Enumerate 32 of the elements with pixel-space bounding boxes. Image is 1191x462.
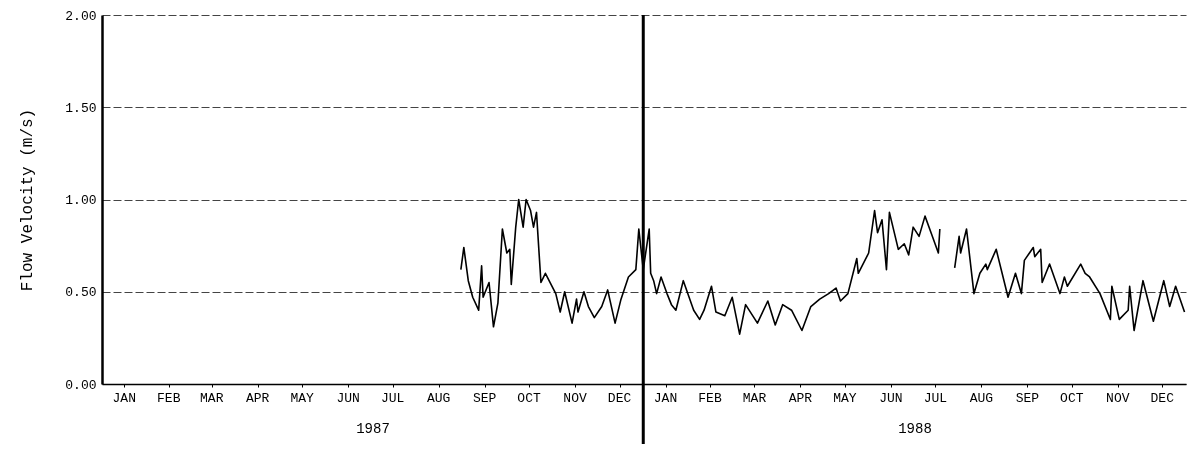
x-tick-label: JAN (653, 391, 678, 406)
y-tick-label: 1.50 (65, 100, 97, 116)
x-tick-label: DEC (607, 391, 632, 406)
x-tick-label: MAR (200, 391, 224, 406)
x-tick-label: MAY (290, 391, 315, 406)
x-tick-label: MAY (833, 391, 857, 406)
x-tick-label: JUL (380, 391, 405, 406)
x-tick-label: JUL (923, 391, 948, 406)
x-tick-label: FEB (698, 391, 722, 406)
x-tick-label: SEP (472, 391, 497, 406)
x-tick-label: JUN (336, 391, 360, 406)
x-tick-label: MAR (742, 391, 767, 406)
y-tick-label: 0.50 (65, 285, 97, 301)
x-tick-label: DEC (1150, 391, 1175, 406)
x-tick-label: JAN (112, 391, 136, 406)
text: 1987 (356, 421, 390, 437)
y-tick-label: 1.00 (65, 193, 97, 208)
x-tick-label: APR (246, 391, 270, 406)
x-tick-label: FEB (157, 391, 181, 406)
x-tick-label: JUN (879, 391, 903, 406)
x-tick-label: APR (788, 391, 813, 406)
x-tick-label: NOV (1106, 391, 1130, 406)
x-tick-label: NOV (563, 391, 587, 406)
y-tick-label: 2.00 (65, 8, 97, 24)
x-tick-label: AUG (426, 391, 451, 406)
x-tick-label: OCT (517, 391, 541, 406)
y-axis-title: Flow Velocity (m/s) (19, 108, 38, 292)
text: 1988 (898, 421, 932, 437)
x-tick-label: OCT (1060, 391, 1084, 406)
x-tick-label: AUG (969, 391, 994, 406)
y-tick-label: 0.00 (65, 377, 97, 393)
x-tick-label: SEP (1015, 391, 1040, 406)
